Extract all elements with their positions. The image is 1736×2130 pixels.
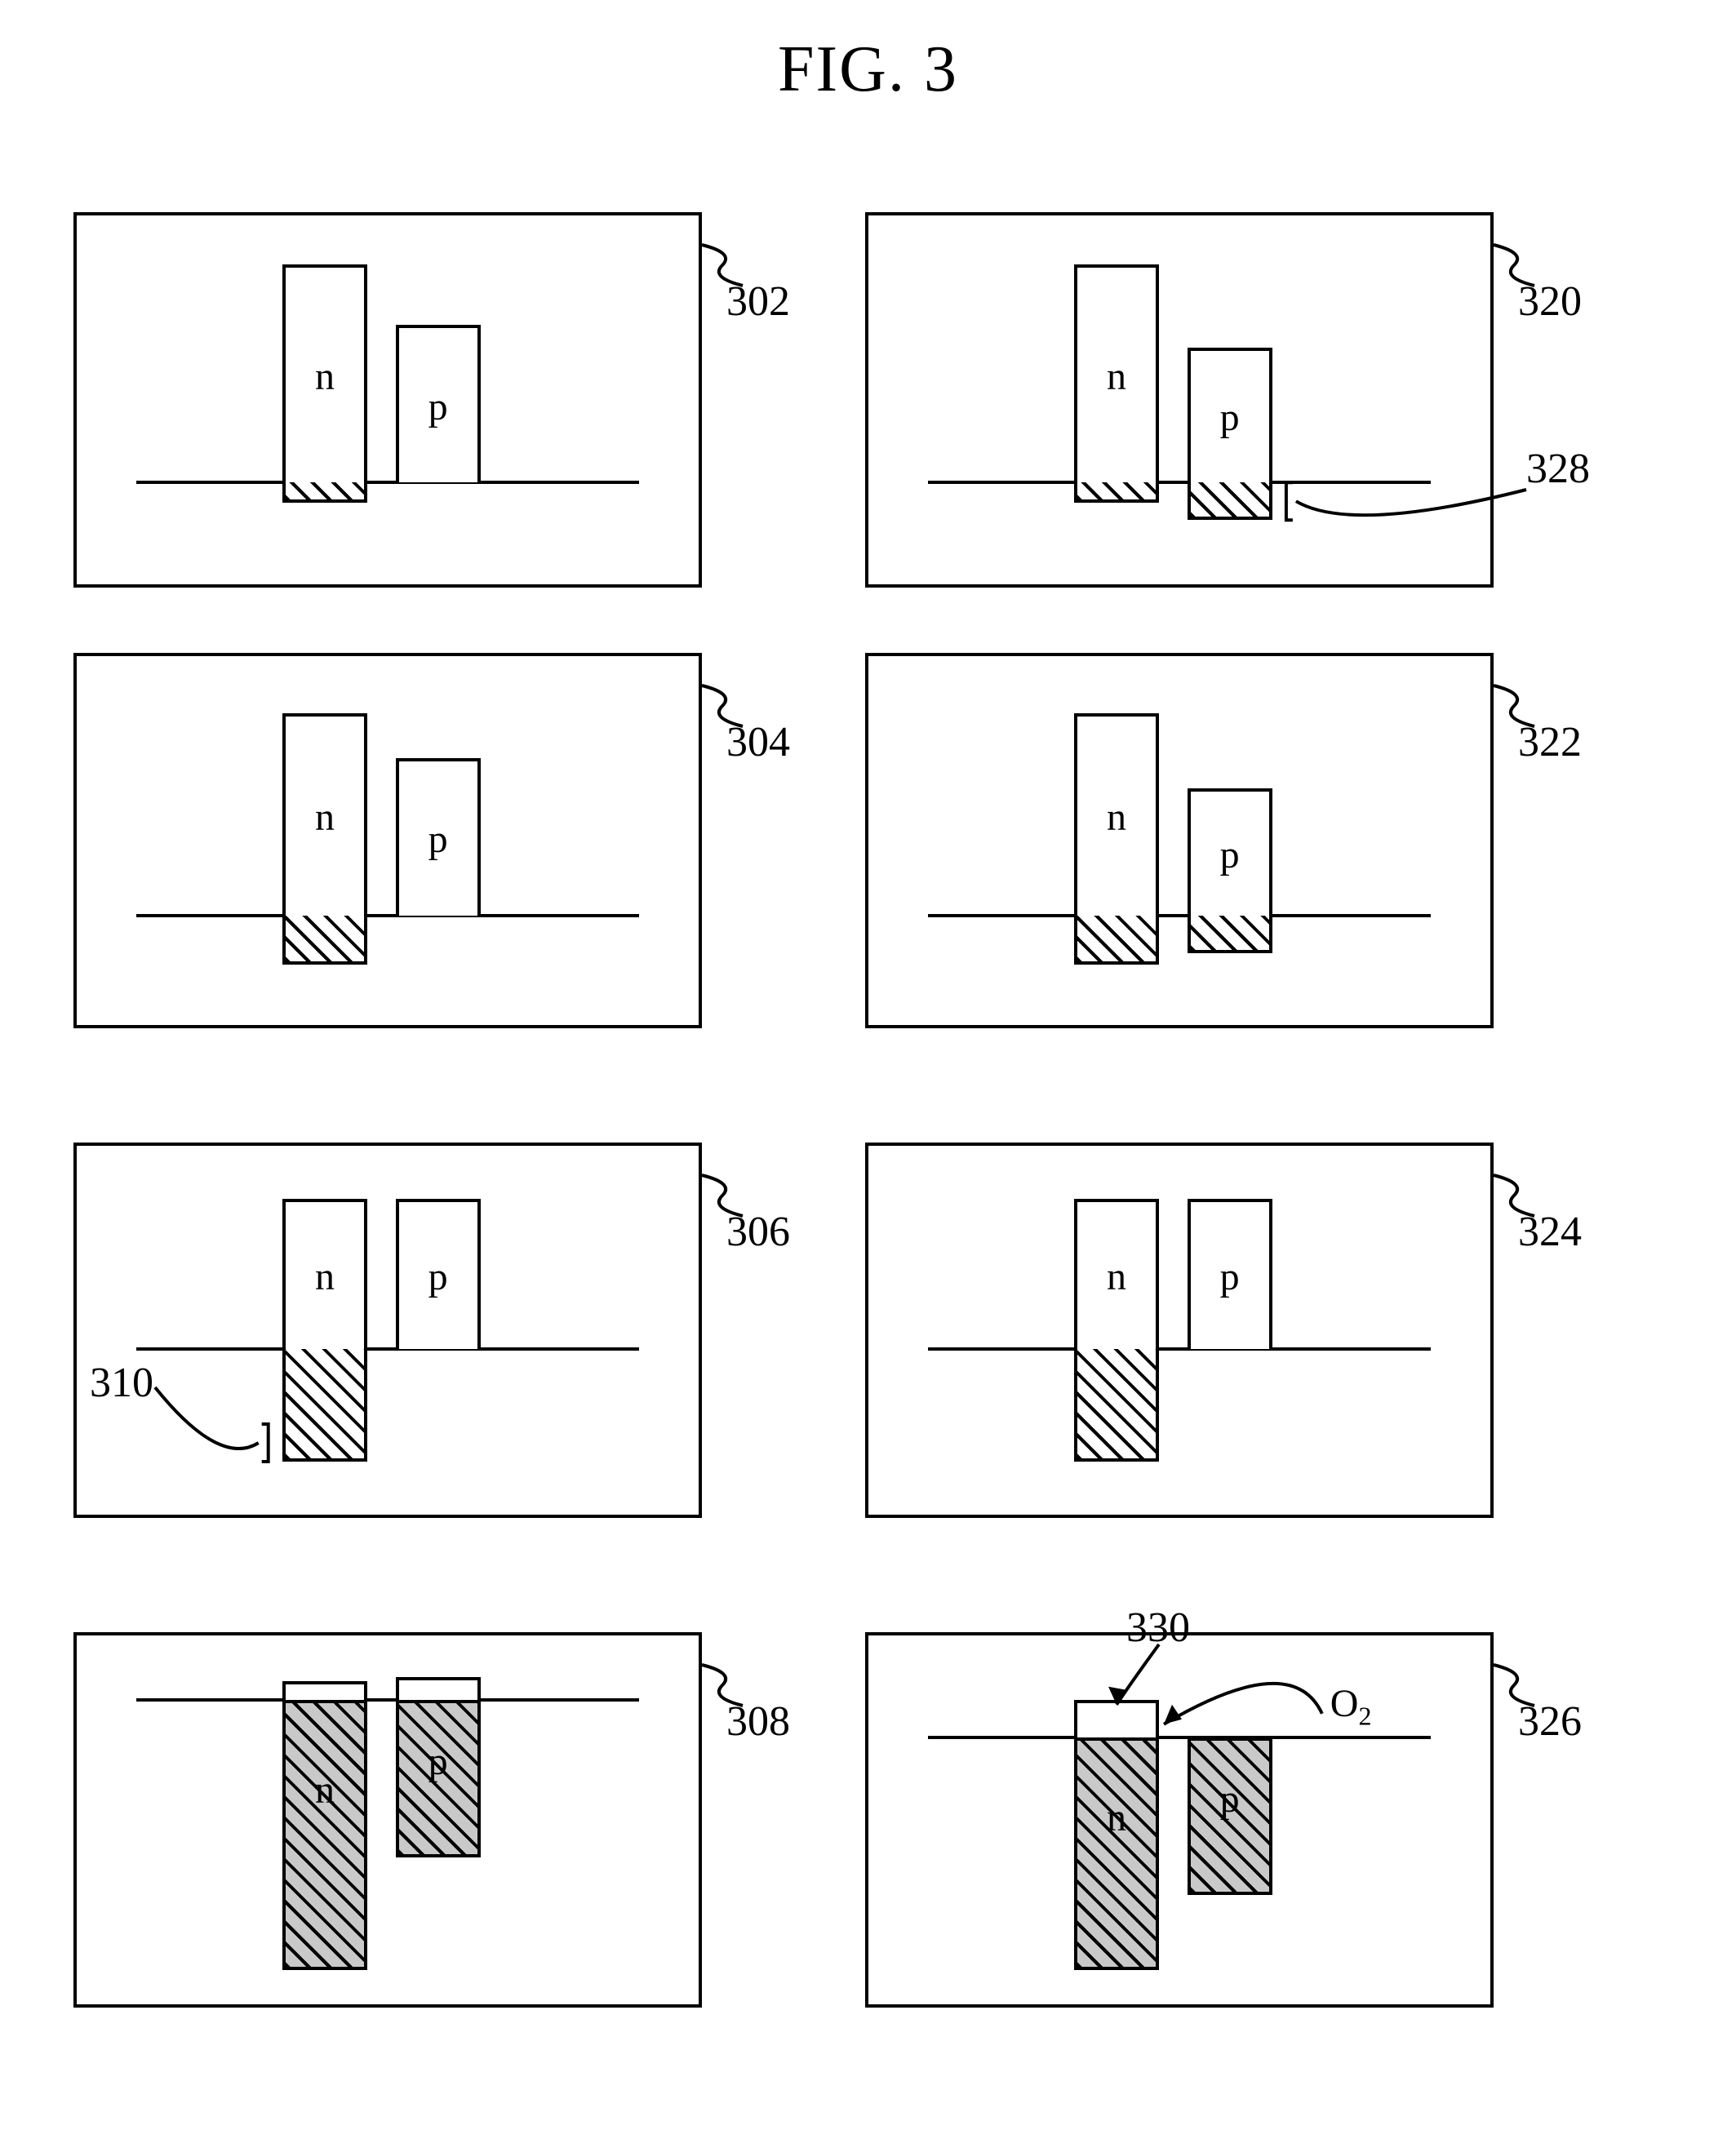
panel-322 [865, 653, 1494, 1028]
baseline-304 [136, 914, 639, 917]
panel-320 [865, 212, 1494, 588]
p-bar-308 [396, 1677, 481, 1700]
figure-page: FIG. 3 np302np304np306310np308np320328np… [0, 0, 1736, 2130]
panel-304 [73, 653, 702, 1028]
ref-324: 324 [1518, 1208, 1582, 1256]
n-label-320: n [1074, 354, 1159, 399]
baseline-320 [928, 481, 1431, 484]
n-label-308: n [282, 1768, 367, 1813]
n-cap-308 [282, 1681, 367, 1700]
panel-326 [865, 1632, 1494, 2008]
ref-302: 302 [726, 277, 790, 326]
n-label-326: n [1074, 1795, 1159, 1840]
n-label-302: n [282, 354, 367, 399]
p-label-320: p [1188, 395, 1272, 440]
p-label-322: p [1188, 832, 1272, 877]
ref-330: 330 [1126, 1604, 1190, 1652]
ref-308: 308 [726, 1697, 790, 1746]
ref-328: 328 [1526, 445, 1590, 493]
n-hatch-308 [282, 1700, 367, 1970]
panel-306 [73, 1143, 702, 1518]
ref-306: 306 [726, 1208, 790, 1256]
ref-322: 322 [1518, 718, 1582, 766]
n-hatch-304 [282, 916, 367, 965]
ref-304: 304 [726, 718, 790, 766]
p-label-302: p [396, 384, 481, 429]
n-label-306: n [282, 1254, 367, 1299]
p-label-326: p [1188, 1777, 1272, 1822]
panel-308 [73, 1632, 702, 2008]
n-hatch-322 [1074, 916, 1159, 965]
panel-302 [73, 212, 702, 588]
ref-326: 326 [1518, 1697, 1582, 1746]
ref-320: 320 [1518, 277, 1582, 326]
figure-title: FIG. 3 [0, 33, 1736, 107]
ref-310: 310 [90, 1359, 153, 1407]
panel-324 [865, 1143, 1494, 1518]
n-hatch-324 [1074, 1349, 1159, 1462]
baseline-326 [928, 1736, 1431, 1739]
p-label-304: p [396, 817, 481, 862]
p-label-308: p [396, 1739, 481, 1784]
n-label-324: n [1074, 1254, 1159, 1299]
baseline-324 [928, 1347, 1431, 1351]
baseline-306 [136, 1347, 639, 1351]
n-hatch-320 [1074, 482, 1159, 503]
p-label-306: p [396, 1254, 481, 1299]
p-hatch-322 [1188, 916, 1272, 953]
baseline-322 [928, 914, 1431, 917]
n-hatch-302 [282, 482, 367, 503]
n-hatch-306 [282, 1349, 367, 1462]
baseline-302 [136, 481, 639, 484]
p-hatch-320 [1188, 482, 1272, 520]
n-label-322: n [1074, 795, 1159, 840]
n-hatch-326 [1074, 1737, 1159, 1970]
n-label-304: n [282, 795, 367, 840]
baseline-308 [136, 1698, 639, 1702]
n-bar-326 [1074, 1700, 1159, 1737]
o2-label: O2 [1330, 1681, 1372, 1732]
p-label-324: p [1188, 1254, 1272, 1299]
